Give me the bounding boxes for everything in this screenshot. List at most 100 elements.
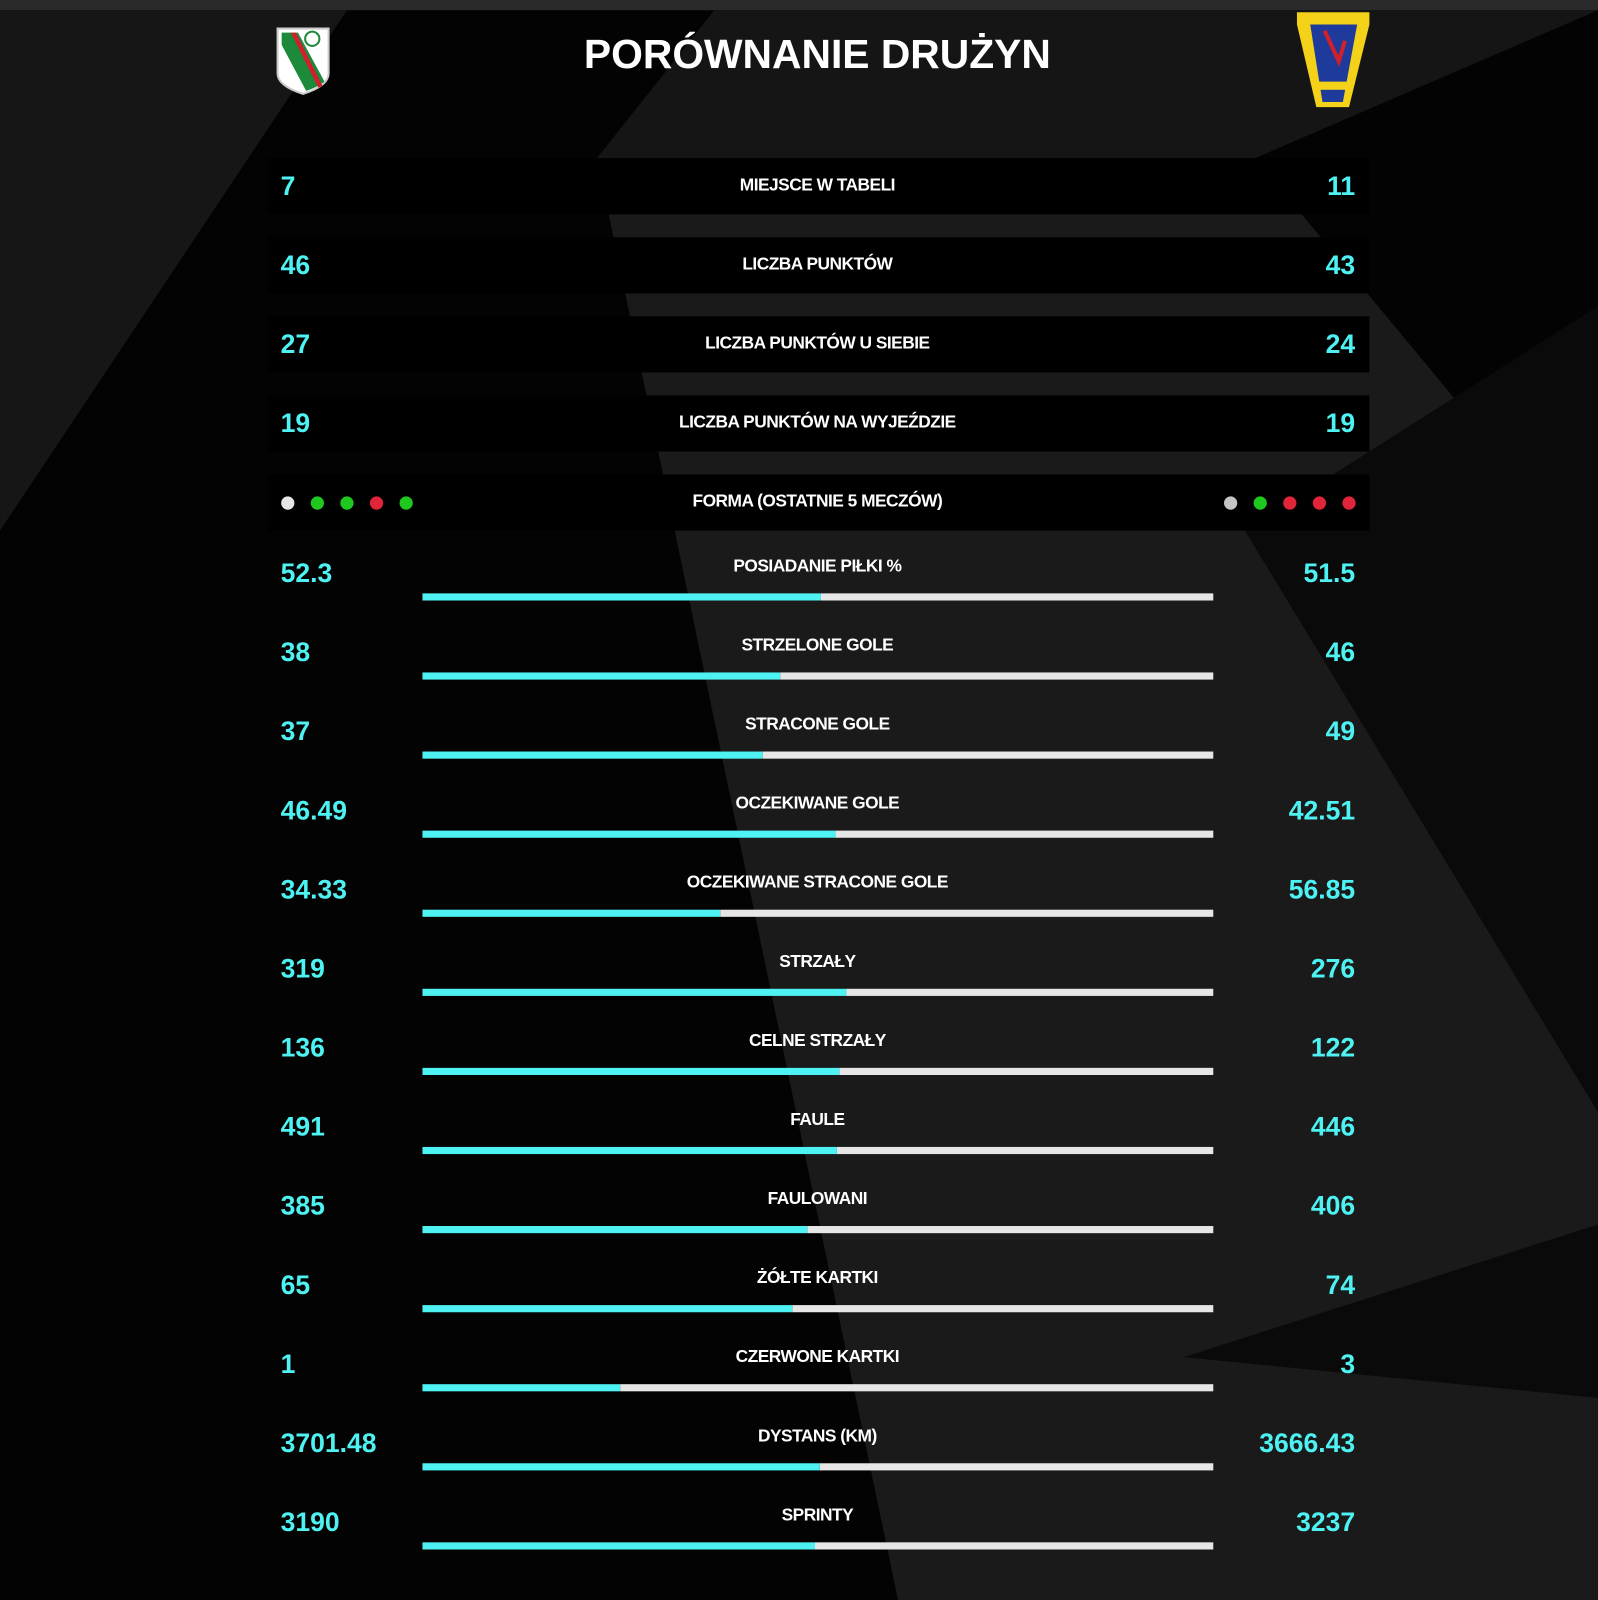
- away-bar: [839, 1067, 1214, 1075]
- away-bar: [720, 909, 1214, 917]
- row-band: [267, 158, 1370, 215]
- home-bar: [422, 1384, 621, 1392]
- row-label: STRZAŁY: [779, 951, 856, 971]
- home-value: 385: [281, 1191, 325, 1221]
- home-bar: [422, 1305, 793, 1313]
- home-value: 7: [281, 171, 296, 201]
- away-logo: [1296, 12, 1370, 108]
- form-dot: [1342, 496, 1356, 510]
- row-label: CZERWONE KARTKI: [736, 1346, 899, 1366]
- away-bar: [820, 593, 1214, 601]
- away-value: 122: [1311, 1033, 1355, 1063]
- home-value: 52.3: [281, 558, 333, 588]
- form-dot: [399, 496, 413, 510]
- away-bar: [819, 1463, 1214, 1471]
- away-value: 42.51: [1289, 795, 1356, 825]
- row-label: CELNE STRZAŁY: [749, 1030, 887, 1050]
- row-label: MIEJSCE W TABELI: [740, 174, 895, 194]
- home-value: 34.33: [281, 874, 347, 904]
- away-value: 3666.43: [1259, 1428, 1355, 1458]
- row-label: ŻÓŁTE KARTKI: [757, 1267, 878, 1287]
- row-label: OCZEKIWANE GOLE: [736, 793, 900, 813]
- row-label: SPRINTY: [782, 1504, 854, 1524]
- form-dot: [1224, 496, 1238, 510]
- bg-shape: [0, 10, 347, 531]
- home-value: 38: [281, 637, 311, 667]
- row-label: STRZELONE GOLE: [742, 634, 894, 654]
- home-bar: [422, 1067, 840, 1075]
- home-bar: [422, 1146, 837, 1155]
- home-value: 3190: [281, 1507, 340, 1537]
- row-label: FAULE: [790, 1109, 844, 1129]
- away-value: 446: [1311, 1112, 1355, 1142]
- row-band: [267, 395, 1370, 452]
- away-value: 46: [1326, 637, 1356, 667]
- away-value: 43: [1326, 250, 1356, 280]
- home-value: 1: [281, 1349, 296, 1379]
- row-band: [267, 474, 1370, 531]
- bg-shape: [1183, 1224, 1598, 1398]
- away-bar: [846, 988, 1214, 996]
- row-band: [267, 316, 1370, 373]
- away-bar: [780, 672, 1214, 680]
- home-value: 27: [281, 329, 311, 359]
- home-bar: [422, 988, 847, 996]
- home-value: 37: [281, 716, 311, 746]
- away-value: 406: [1311, 1191, 1355, 1221]
- home-value: 65: [281, 1270, 311, 1300]
- form-dot: [369, 496, 384, 510]
- row-label: DYSTANS (KM): [758, 1425, 877, 1445]
- away-value: 3237: [1296, 1507, 1355, 1537]
- home-bar: [422, 1463, 820, 1471]
- top-strip: [0, 0, 1598, 11]
- home-value: 19: [281, 408, 311, 438]
- row-label: FAULOWANI: [768, 1188, 867, 1208]
- away-bar: [620, 1384, 1214, 1392]
- home-bar: [422, 751, 763, 759]
- home-value: 319: [281, 953, 325, 983]
- home-bar: [422, 1542, 815, 1550]
- home-value: 136: [281, 1033, 325, 1063]
- row-label: STRACONE GOLE: [745, 714, 890, 734]
- away-bar: [792, 1305, 1214, 1313]
- row-band: [267, 237, 1370, 294]
- home-bar: [422, 672, 781, 680]
- form-dot: [1283, 496, 1297, 510]
- form-dot: [310, 496, 324, 510]
- home-value: 3701.48: [281, 1428, 377, 1458]
- home-logo: [276, 27, 330, 95]
- form-dot: [1312, 496, 1327, 510]
- away-bar: [836, 1146, 1214, 1155]
- row-label: LICZBA PUNKTÓW: [742, 253, 893, 273]
- title: PORÓWNANIE DRUŻYN: [584, 31, 1051, 77]
- away-bar: [762, 751, 1214, 759]
- away-value: 24: [1326, 329, 1356, 359]
- row-label: POSIADANIE PIŁKI %: [733, 555, 901, 575]
- home-bar: [422, 909, 721, 917]
- away-value: 19: [1326, 408, 1356, 438]
- home-bar: [422, 830, 836, 838]
- home-bar: [422, 1226, 808, 1234]
- away-bar: [807, 1226, 1214, 1234]
- form-dot: [281, 496, 295, 510]
- away-value: 276: [1311, 953, 1355, 983]
- away-bar: [835, 830, 1214, 838]
- away-value: 56.85: [1289, 874, 1356, 904]
- form-dot: [1253, 496, 1267, 510]
- home-value: 46.49: [281, 795, 347, 825]
- row-label: OCZEKIWANE STRACONE GOLE: [687, 872, 948, 892]
- away-value: 49: [1326, 716, 1356, 746]
- home-value: 491: [281, 1112, 325, 1142]
- form-dot: [340, 496, 354, 510]
- away-bar: [814, 1542, 1214, 1550]
- row-label: FORMA (OSTATNIE 5 MECZÓW): [693, 491, 943, 511]
- away-value: 74: [1326, 1270, 1356, 1300]
- away-value: 3: [1340, 1349, 1355, 1379]
- away-value: 11: [1327, 171, 1355, 201]
- row-label: LICZBA PUNKTÓW U SIEBIE: [705, 332, 929, 352]
- home-value: 46: [281, 250, 311, 280]
- home-bar: [422, 593, 821, 601]
- row-label: LICZBA PUNKTÓW NA WYJEŹDZIE: [679, 412, 956, 432]
